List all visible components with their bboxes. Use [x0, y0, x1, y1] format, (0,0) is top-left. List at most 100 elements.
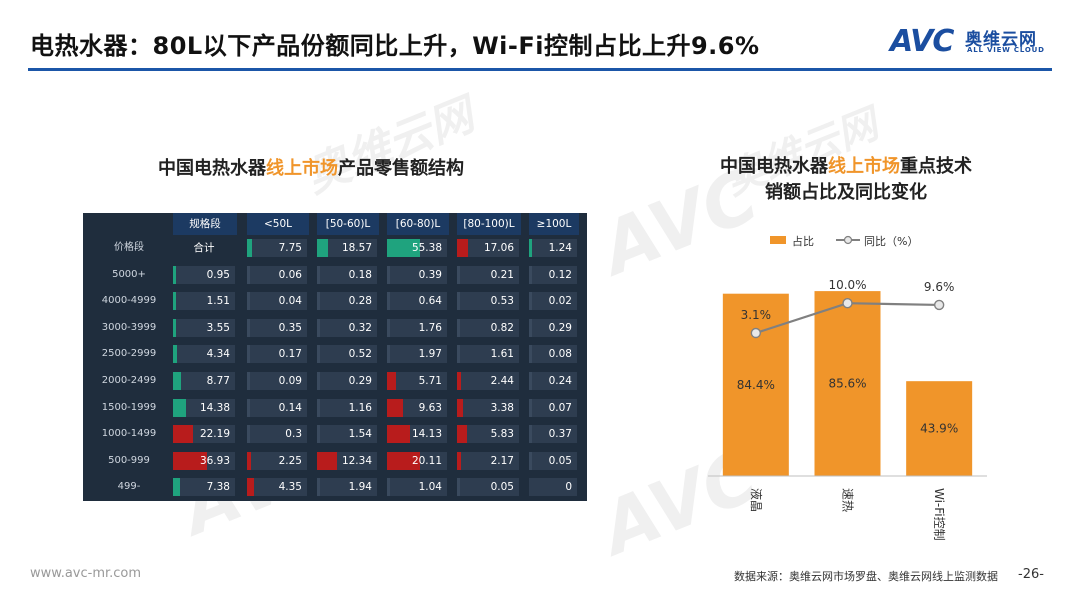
cell-value: 0.39 — [418, 268, 442, 281]
cell-value: 0.28 — [348, 295, 372, 308]
table-cell: 0.12 — [529, 265, 577, 284]
table-cell: 0.29 — [317, 372, 377, 390]
cell-bar — [457, 425, 467, 444]
table-cell: 0.35 — [247, 318, 307, 337]
cell-bar — [529, 451, 532, 470]
line-data-label: 10.0% — [828, 278, 866, 292]
table-cell: 4.35 — [247, 478, 307, 497]
column-header: ≥100L — [529, 213, 579, 235]
row-label: 2500-2999 — [101, 348, 157, 360]
cell-value: 0.07 — [548, 401, 572, 414]
table-cell: 1.76 — [387, 318, 447, 337]
cell-bar — [173, 425, 194, 444]
cell-value: 2.44 — [490, 375, 514, 387]
table-cell: 3.38 — [457, 398, 519, 417]
table-cell: 0.64 — [387, 292, 447, 311]
row-label: 499- — [117, 481, 141, 493]
table-cell: 0.05 — [457, 478, 519, 497]
chart-title: 中国电热水器线上市场重点技术 销额占比及同比变化 — [720, 156, 972, 203]
cell-bar — [247, 478, 255, 497]
table-row: 2000-2499 8.77 0.09 0.29 5.71 2.44 0.24 — [83, 368, 587, 394]
cell-value: 0.18 — [348, 268, 372, 281]
logo-mark: AVC — [890, 24, 954, 59]
table-cell: 1.16 — [317, 398, 377, 417]
cell-value: 0.14 — [278, 401, 302, 414]
bar — [814, 291, 881, 476]
cell-value: 0.64 — [418, 295, 442, 308]
cell-value: 合计 — [193, 242, 215, 254]
column-header: <50L — [247, 213, 309, 235]
table-row: 500-999 36.93 2.25 12.34 20.11 2.17 0.05 — [83, 448, 587, 474]
table-row: 价格段 合计 7.75 18.57 55.38 17.06 1.24 — [83, 235, 587, 261]
cell-value: 0.05 — [490, 481, 514, 494]
table-cell: 12.34 — [317, 451, 377, 470]
cell-value: 0.3 — [285, 428, 302, 441]
table-cell: 2.44 — [457, 372, 519, 390]
cell-value: 1.16 — [348, 401, 372, 414]
cell-bar — [457, 265, 460, 284]
cell-value: 0.24 — [548, 375, 572, 387]
table-cell: 0.29 — [529, 318, 577, 337]
cell-bar — [247, 425, 250, 444]
cell-bar — [247, 345, 250, 364]
cell-bar — [247, 318, 250, 337]
table-cell: 0.17 — [247, 345, 307, 364]
table-cell: 7.38 — [173, 478, 235, 497]
column-header: [80-100)L — [457, 213, 521, 235]
category-label: 速热 — [841, 488, 855, 512]
cell-bar — [387, 318, 390, 337]
cell-value: 1.04 — [418, 481, 442, 494]
cell-bar — [173, 372, 182, 390]
table-cell: 2.17 — [457, 451, 519, 470]
cell-bar — [387, 265, 390, 284]
cell-value: 0.02 — [548, 295, 572, 308]
table-cell: 0.32 — [317, 318, 377, 337]
cell-value: 0.95 — [206, 268, 230, 281]
cell-bar — [173, 292, 176, 311]
cell-bar — [317, 451, 338, 470]
cell-value: 1.54 — [348, 428, 372, 441]
cell-bar — [457, 451, 461, 470]
cell-value: 1.94 — [348, 481, 372, 494]
table-cell: 5.71 — [387, 372, 447, 390]
table-cell: 5.83 — [457, 425, 519, 444]
category-label: 液晶 — [749, 488, 764, 512]
cell-value: 0.17 — [278, 348, 302, 361]
cell-bar — [317, 425, 320, 444]
table-cell: 17.06 — [457, 239, 519, 257]
bar-data-label: 84.4% — [737, 378, 775, 392]
cell-bar — [457, 239, 468, 257]
cell-bar — [247, 372, 250, 390]
cell-value: 5.71 — [418, 375, 442, 387]
cell-bar — [247, 451, 251, 470]
cell-value: 1.61 — [490, 348, 514, 361]
cell-bar — [529, 372, 532, 390]
cell-bar — [387, 292, 390, 311]
footer-url[interactable]: www.avc-mr.com — [30, 566, 142, 581]
table-cell: 0.18 — [317, 265, 377, 284]
cell-value: 2.25 — [278, 454, 302, 467]
row-label: 500-999 — [108, 454, 150, 466]
row-label: 价格段 — [114, 242, 144, 253]
avc-logo: AVC 奥维云网 ALL VIEW CLOUD — [890, 24, 1060, 59]
cell-bar — [387, 451, 420, 470]
cell-value: 4.34 — [206, 348, 230, 361]
table-row: 5000+ 0.95 0.06 0.18 0.39 0.21 0.12 — [83, 262, 587, 288]
table-cell: 0.09 — [247, 372, 307, 390]
cell-value: 8.77 — [206, 375, 230, 387]
table-cell: 0.02 — [529, 292, 577, 311]
table-cell: 0.52 — [317, 345, 377, 364]
table-cell: 0.07 — [529, 398, 577, 417]
table-cell: 1.24 — [529, 239, 577, 257]
cell-value: 0.37 — [548, 428, 572, 441]
cell-value: 0.06 — [278, 268, 302, 281]
cell-value: 0.09 — [278, 375, 302, 387]
cell-value: 0.08 — [548, 348, 572, 361]
table-cell: 1.97 — [387, 345, 447, 364]
cell-bar — [317, 372, 320, 390]
table-title: 中国电热水器线上市场产品零售额结构 — [158, 158, 464, 179]
cell-value: 36.93 — [199, 454, 230, 467]
table-cell: 18.57 — [317, 239, 377, 257]
cell-value: 0.53 — [490, 295, 514, 308]
table-cell: 0.14 — [247, 398, 307, 417]
